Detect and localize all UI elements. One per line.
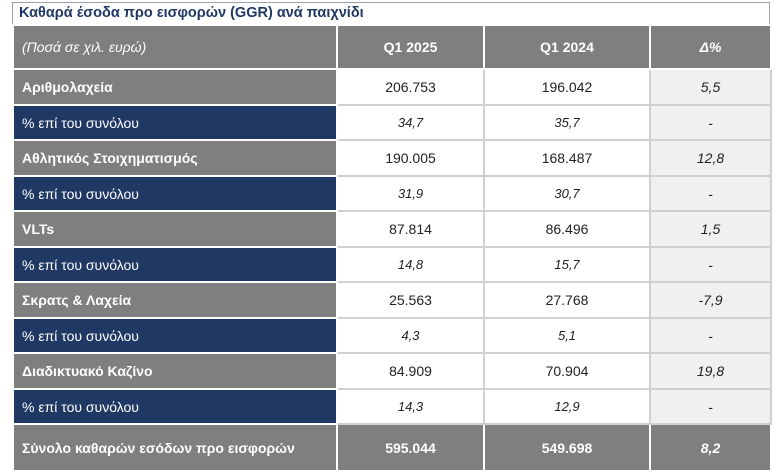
value-q1-2024: 86.496 [483, 210, 651, 248]
share-delta: - [649, 104, 772, 141]
total-q1-2024: 549.698 [483, 423, 651, 472]
header-q1-2024: Q1 2024 [483, 24, 651, 70]
share-delta: - [649, 317, 772, 354]
header-units-label: (Ποσά σε χιλ. ευρώ) [12, 24, 338, 70]
value-q1-2025: 87.814 [336, 210, 485, 248]
share-q1-2024: 15,7 [483, 246, 651, 283]
header-row: (Ποσά σε χιλ. ευρώ) Q1 2025 Q1 2024 Δ% [12, 24, 772, 70]
share-q1-2025: 4,3 [336, 317, 485, 354]
share-label: % επί του συνόλου [12, 104, 338, 141]
total-delta: 8,2 [649, 423, 772, 472]
value-q1-2025: 190.005 [336, 139, 485, 177]
table-row: Σκρατς & Λαχεία 25.563 27.768 -7,9 [12, 281, 772, 319]
value-q1-2024: 196.042 [483, 68, 651, 106]
share-q1-2025: 14,3 [336, 388, 485, 425]
header-delta: Δ% [649, 24, 772, 70]
table-row: Διαδικτυακό Καζίνο 84.909 70.904 19,8 [12, 352, 772, 390]
value-q1-2024: 70.904 [483, 352, 651, 390]
table-row: Αριθμολαχεία 206.753 196.042 5,5 [12, 68, 772, 106]
value-q1-2025: 25.563 [336, 281, 485, 319]
share-label: % επί του συνόλου [12, 246, 338, 283]
share-q1-2025: 31,9 [336, 175, 485, 212]
header-q1-2025: Q1 2025 [336, 24, 485, 70]
share-label: % επί του συνόλου [12, 317, 338, 354]
share-delta: - [649, 246, 772, 283]
share-q1-2024: 35,7 [483, 104, 651, 141]
row-label: VLTs [12, 210, 338, 248]
share-q1-2024: 5,1 [483, 317, 651, 354]
total-label: Σύνολο καθαρών εσόδων προ εισφορών [12, 423, 338, 472]
row-label: Αθλητικός Στοιχηματισμός [12, 139, 338, 177]
share-q1-2025: 14,8 [336, 246, 485, 283]
row-label: Διαδικτυακό Καζίνο [12, 352, 338, 390]
value-q1-2025: 206.753 [336, 68, 485, 106]
value-q1-2025: 84.909 [336, 352, 485, 390]
table-row-share: % επί του συνόλου 34,7 35,7 - [12, 104, 772, 141]
total-row: Σύνολο καθαρών εσόδων προ εισφορών 595.0… [12, 423, 772, 472]
value-q1-2024: 27.768 [483, 281, 651, 319]
row-label: Αριθμολαχεία [12, 68, 338, 106]
table-row-share: % επί του συνόλου 31,9 30,7 - [12, 175, 772, 212]
value-delta: 19,8 [649, 352, 772, 390]
table-row: VLTs 87.814 86.496 1,5 [12, 210, 772, 248]
share-q1-2024: 12,9 [483, 388, 651, 425]
value-q1-2024: 168.487 [483, 139, 651, 177]
total-q1-2025: 595.044 [336, 423, 485, 472]
table-row-share: % επί του συνόλου 4,3 5,1 - [12, 317, 772, 354]
value-delta: 12,8 [649, 139, 772, 177]
table-row-share: % επί του συνόλου 14,8 15,7 - [12, 246, 772, 283]
share-delta: - [649, 175, 772, 212]
ggr-table: (Ποσά σε χιλ. ευρώ) Q1 2025 Q1 2024 Δ% Α… [12, 24, 772, 472]
table-row-share: % επί του συνόλου 14,3 12,9 - [12, 388, 772, 425]
table-title: Καθαρά έσοδα προ εισφορών (GGR) ανά παιχ… [12, 2, 770, 24]
share-q1-2025: 34,7 [336, 104, 485, 141]
value-delta: -7,9 [649, 281, 772, 319]
value-delta: 5,5 [649, 68, 772, 106]
share-label: % επί του συνόλου [12, 388, 338, 425]
value-delta: 1,5 [649, 210, 772, 248]
share-q1-2024: 30,7 [483, 175, 651, 212]
share-label: % επί του συνόλου [12, 175, 338, 212]
share-delta: - [649, 388, 772, 425]
row-label: Σκρατς & Λαχεία [12, 281, 338, 319]
table-row: Αθλητικός Στοιχηματισμός 190.005 168.487… [12, 139, 772, 177]
